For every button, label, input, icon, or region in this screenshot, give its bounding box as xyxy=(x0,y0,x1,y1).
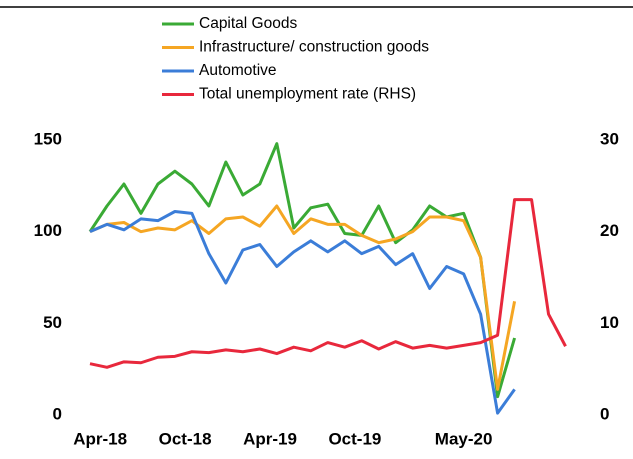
series-line xyxy=(89,204,517,391)
y-tick-label: 150 xyxy=(34,129,62,148)
legend-label: Infrastructure/ construction goods xyxy=(199,39,429,56)
x-tick-label: Apr-18 xyxy=(73,429,127,448)
y-tick-label: 0 xyxy=(53,404,62,423)
y2-tick-label: 10 xyxy=(600,313,619,332)
legend-label: Total unemployment rate (RHS) xyxy=(199,86,416,103)
y2-tick-label: 30 xyxy=(600,129,619,148)
series-line xyxy=(89,210,516,415)
legend-label: Automotive xyxy=(199,62,277,79)
y2-tick-label: 0 xyxy=(600,404,609,423)
y-tick-label: 100 xyxy=(34,221,62,240)
x-tick-label: Apr-19 xyxy=(243,429,297,448)
series-line xyxy=(88,142,517,399)
x-tick-label: Oct-18 xyxy=(159,429,212,448)
y-tick-label: 50 xyxy=(43,313,62,332)
x-tick-label: May-20 xyxy=(435,429,493,448)
y2-tick-label: 20 xyxy=(600,221,619,240)
legend-label: Capital Goods xyxy=(199,15,297,32)
series-line xyxy=(89,198,567,369)
x-tick-label: Oct-19 xyxy=(328,429,381,448)
